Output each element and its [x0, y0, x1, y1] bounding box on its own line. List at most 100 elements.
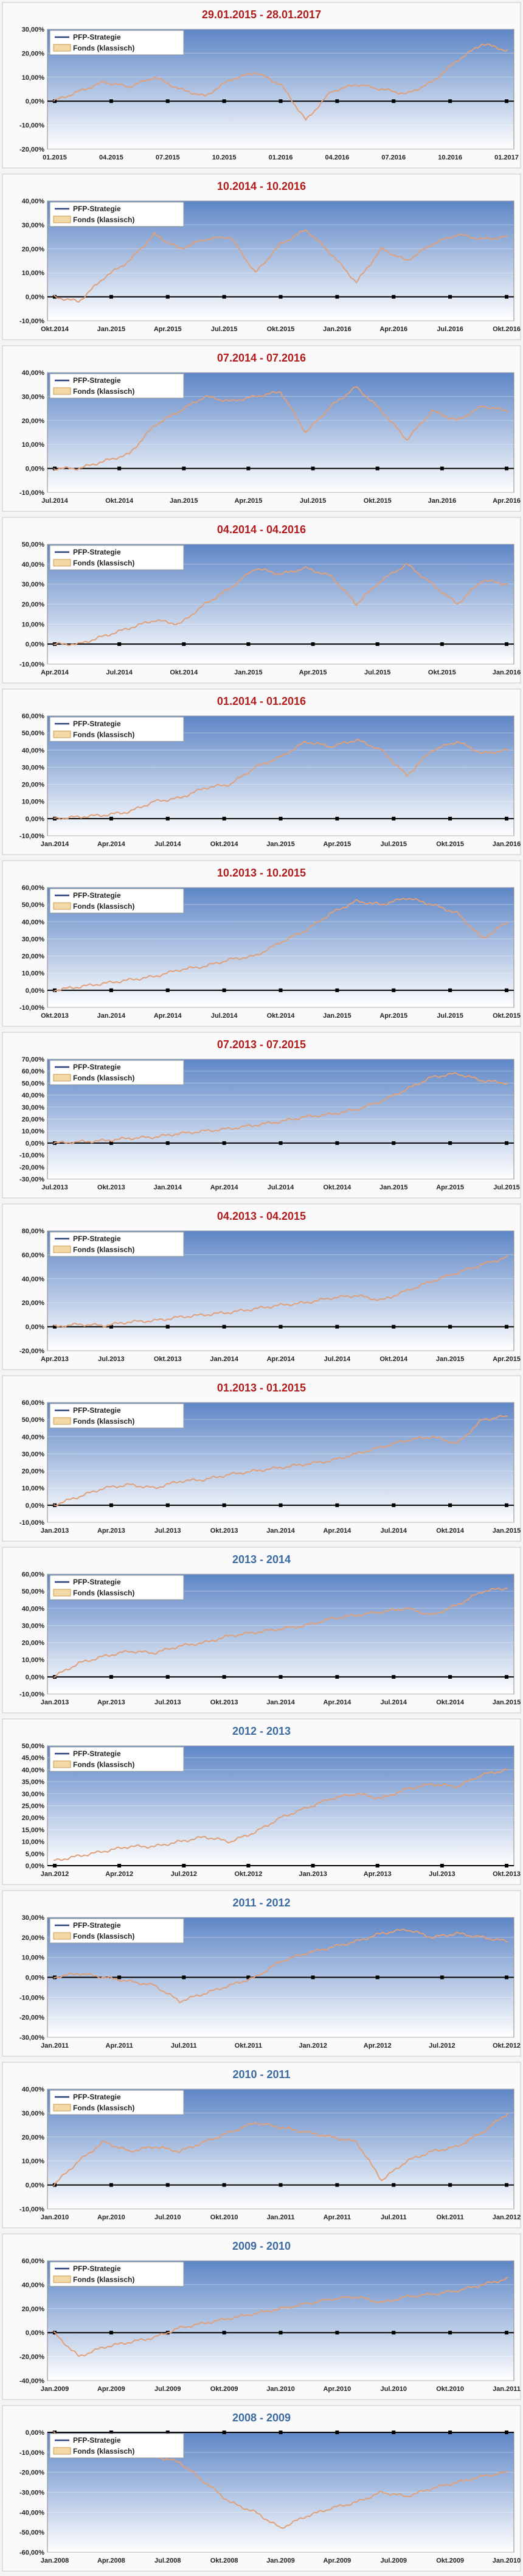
axis-marker — [505, 642, 508, 646]
x-tick-label: Jan.2012 — [299, 2042, 327, 2049]
y-tick-label: 5,00% — [26, 1850, 44, 1858]
legend-label-strategy: PFP-Strategie — [73, 1406, 121, 1415]
x-tick-label: Okt.2013 — [97, 1184, 125, 1191]
x-tick-label: Apr.2015 — [299, 669, 327, 676]
y-tick-label: 10,00% — [22, 1657, 45, 1664]
axis-marker — [448, 988, 452, 992]
y-tick-label: 10,00% — [22, 621, 45, 628]
axis-marker — [182, 466, 186, 471]
series-line-fonds — [53, 43, 508, 121]
y-tick-label: 40,00% — [22, 747, 45, 754]
axis-marker — [165, 1675, 170, 1679]
x-tick-label: Okt.2008 — [210, 2557, 238, 2564]
x-tick-label: Jan.2015 — [436, 1356, 464, 1363]
y-tick-label: 30,00% — [22, 393, 45, 401]
chart-title: 07.2014 - 07.2016 — [217, 352, 306, 364]
y-tick-label: 60,00% — [22, 713, 45, 720]
axis-marker — [448, 1141, 452, 1145]
legend-label-fonds: Fonds (klassisch) — [73, 44, 134, 52]
axis-marker — [505, 1325, 508, 1329]
series-line-fonds — [53, 897, 508, 992]
x-tick-label: Jul.2015 — [493, 1184, 519, 1191]
y-tick-label: 10,00% — [22, 270, 45, 277]
y-tick-label: 40,00% — [22, 561, 45, 569]
x-tick-label: 10.2016 — [438, 154, 462, 161]
y-tick-label: -10,00% — [19, 122, 44, 130]
legend-label-strategy: PFP-Strategie — [73, 719, 121, 728]
axis-marker — [165, 1503, 170, 1507]
y-tick-label: 0,00% — [26, 2329, 44, 2337]
x-tick-label: Jan.2016 — [323, 326, 351, 333]
axis-marker — [53, 466, 57, 471]
chart-svg: 2010 - 2011 -10,00% 0,00% 10,00% 20,00% 30,00… — [2, 2062, 521, 2228]
axis-marker — [440, 1975, 444, 1979]
y-tick-label: -10,00% — [19, 2206, 44, 2213]
y-tick-label: 10,00% — [22, 1955, 45, 1962]
axis-marker — [335, 816, 339, 821]
x-tick-label: Apr.2015 — [379, 1012, 407, 1020]
x-tick-label: Okt.2014 — [436, 1527, 465, 1535]
chart-svg: 2012 - 2013 0,00% 5,00% 10,00% 15,00% 20,00% 2… — [2, 1718, 521, 1885]
axis-marker — [246, 466, 251, 471]
x-tick-label: Jul.2014 — [381, 1699, 407, 1706]
legend-label-strategy: PFP-Strategie — [73, 2264, 121, 2273]
axis-marker — [222, 1141, 226, 1145]
legend: PFP-Strategie Fonds (klassisch) — [49, 2090, 184, 2115]
x-tick-label: Jan.2009 — [266, 2557, 294, 2564]
y-tick-label: 40,00% — [22, 1276, 45, 1283]
legend-box — [49, 30, 184, 55]
axis-marker — [375, 642, 379, 646]
y-tick-label: 40,00% — [22, 1092, 45, 1099]
x-tick-label: Jul.2015 — [364, 669, 390, 676]
x-tick-label: 01.2016 — [269, 154, 293, 161]
chart-title: 29.01.2015 - 28.01.2017 — [202, 9, 321, 21]
x-tick-label: Jan.2012 — [41, 1871, 69, 1878]
x-tick-label: Jan.2010 — [493, 2557, 521, 2564]
y-tick-label: 0,00% — [26, 294, 44, 301]
axis-marker — [392, 295, 396, 299]
y-tick-label: 20,00% — [22, 246, 45, 253]
y-tick-label: 50,00% — [22, 730, 45, 737]
legend-swatch-fonds — [53, 1074, 71, 1082]
x-tick-label: Jul.2016 — [437, 326, 463, 333]
legend-box — [49, 1575, 184, 1600]
series-line-fonds — [53, 1768, 508, 1861]
y-tick-label: -10,00% — [19, 1994, 44, 2001]
y-tick-label: 0,00% — [26, 641, 44, 648]
axis-marker — [448, 99, 452, 103]
y-tick-label: 0,00% — [26, 1863, 44, 1870]
axis-marker — [505, 2331, 508, 2335]
chart-panel: 2009 - 2010 -40,00% -20,00% 0,00% 20,00% 40,0… — [0, 2231, 523, 2403]
legend-label-fonds: Fonds (klassisch) — [73, 1760, 134, 1769]
x-tick-label: Jan.2014 — [266, 1527, 295, 1535]
y-tick-label: 10,00% — [22, 970, 45, 978]
axis-marker — [246, 642, 251, 646]
x-tick-label: Apr.2015 — [154, 326, 182, 333]
y-tick-label: 30,00% — [22, 764, 45, 771]
x-tick-label: Okt.2014 — [210, 841, 239, 848]
x-tick-label: Jan.2015 — [493, 1699, 521, 1706]
chart-panel: 01.2014 - 01.2016 -10,00% 0,00% 10,00% 20,00… — [0, 687, 523, 858]
axis-marker — [311, 1975, 315, 1979]
axis-marker — [311, 1864, 315, 1867]
x-tick-label: Jan.2011 — [41, 2042, 69, 2049]
x-tick-label: Jan.2014 — [154, 1184, 182, 1191]
chart-svg: 2013 - 2014 -10,00% 0,00% 10,00% 20,00% 30,00… — [2, 1547, 521, 1713]
y-tick-label: 60,00% — [22, 1251, 45, 1259]
axis-marker — [109, 2331, 113, 2335]
axis-marker — [222, 295, 226, 299]
y-tick-label: -10,00% — [19, 1691, 44, 1698]
y-tick-label: 60,00% — [22, 1399, 45, 1407]
legend-box — [49, 1060, 184, 1085]
x-tick-label: Jan.2015 — [323, 1012, 351, 1020]
x-tick-label: Apr.2012 — [364, 2042, 392, 2049]
y-tick-label: -20,00% — [19, 2014, 44, 2021]
series-line-fonds — [53, 1072, 508, 1145]
axis-marker — [448, 816, 452, 821]
y-tick-label: 50,00% — [22, 1416, 45, 1424]
y-tick-label: 70,00% — [22, 1056, 45, 1063]
x-tick-label: Jan.2013 — [41, 1527, 69, 1535]
legend-box — [49, 2433, 184, 2459]
x-tick-label: Apr.2015 — [436, 1184, 464, 1191]
axis-marker — [109, 2183, 113, 2187]
